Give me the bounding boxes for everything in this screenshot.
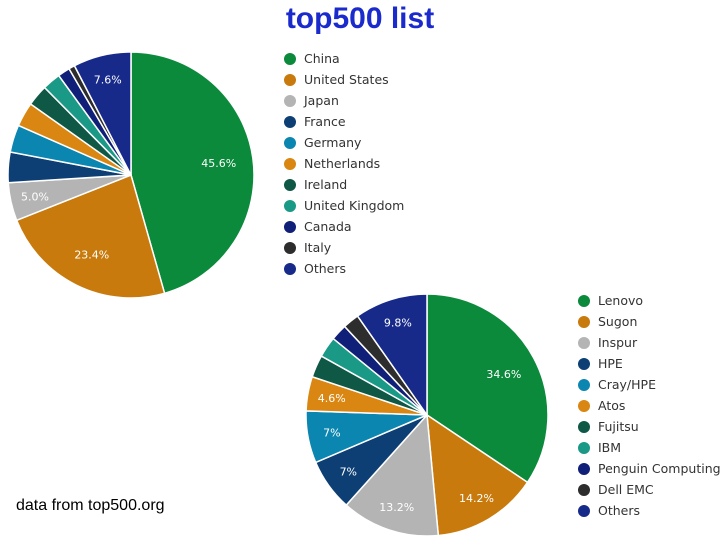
legend-label: United States <box>304 72 389 87</box>
legend-item-dell-emc: Dell EMC <box>578 479 720 500</box>
legend-label: Others <box>304 261 347 276</box>
legend-label: Netherlands <box>304 156 381 171</box>
legend-swatch <box>578 336 590 349</box>
legend-label: France <box>304 114 346 129</box>
legend-label: Penguin Computing <box>598 461 720 476</box>
legend-label: Sugon <box>598 314 638 329</box>
legend-item-china: China <box>284 48 404 69</box>
legend-label: Cray/HPE <box>598 377 656 392</box>
legend-swatch <box>284 262 296 275</box>
country-slice-china <box>130 51 255 295</box>
vendor-slice-inspur <box>345 413 440 537</box>
legend-swatch <box>284 73 296 86</box>
legend-label: Inspur <box>598 335 638 350</box>
legend-swatch <box>284 94 296 107</box>
legend-swatch <box>578 462 590 475</box>
page-title: top500 list <box>285 2 435 35</box>
legend-swatch <box>284 199 296 212</box>
vendor-legend: Lenovo Sugon Inspur HPE Cray/HPE Atos Fujitsu I… <box>578 290 720 521</box>
legend-label: United Kingdom <box>304 198 405 213</box>
legend-swatch <box>578 357 590 370</box>
legend-swatch <box>284 157 296 170</box>
vendor-slice-sugon <box>426 413 529 537</box>
legend-item-canada: Canada <box>284 216 404 237</box>
legend-swatch <box>578 504 590 517</box>
legend-swatch <box>578 441 590 454</box>
legend-label: Canada <box>304 219 352 234</box>
legend-label: Japan <box>304 93 339 108</box>
legend-item-united-states: United States <box>284 69 404 90</box>
legend-item-others: Others <box>578 500 720 521</box>
legend-label: Ireland <box>304 177 348 192</box>
vendor-slice-label-inspur: 13.2% <box>379 501 414 514</box>
legend-swatch <box>284 136 296 149</box>
legend-swatch <box>578 420 590 433</box>
vendor-slice-label-others: 9.8% <box>384 317 412 330</box>
legend-label: Others <box>598 503 641 518</box>
source-note: data from top500.org <box>16 497 165 514</box>
country-slice-label-china: 45.6% <box>201 157 236 170</box>
legend-item-lenovo: Lenovo <box>578 290 720 311</box>
legend-item-penguin-computing: Penguin Computing <box>578 458 720 479</box>
legend-label: Fujitsu <box>598 419 639 434</box>
legend-swatch <box>284 178 296 191</box>
legend-swatch <box>578 315 590 328</box>
legend-swatch <box>578 483 590 496</box>
country-slice-label-others: 7.6% <box>94 73 122 86</box>
legend-swatch <box>284 241 296 254</box>
legend-item-japan: Japan <box>284 90 404 111</box>
legend-item-france: France <box>284 111 404 132</box>
legend-item-others: Others <box>284 258 404 279</box>
vendor-slice-label-sugon: 14.2% <box>459 492 494 505</box>
legend-label: IBM <box>598 440 622 455</box>
legend-item-germany: Germany <box>284 132 404 153</box>
legend-swatch <box>578 294 590 307</box>
legend-item-ibm: IBM <box>578 437 720 458</box>
vendor-slice-others <box>356 293 428 418</box>
legend-item-netherlands: Netherlands <box>284 153 404 174</box>
legend-item-fujitsu: Fujitsu <box>578 416 720 437</box>
legend-label: Atos <box>598 398 626 413</box>
legend-label: HPE <box>598 356 623 371</box>
legend-item-inspur: Inspur <box>578 332 720 353</box>
legend-swatch <box>578 378 590 391</box>
vendor-slice-label-atos: 4.6% <box>318 392 346 405</box>
legend-item-ireland: Ireland <box>284 174 404 195</box>
legend-item-atos: Atos <box>578 395 720 416</box>
vendor-slice-label-hpe: 7% <box>340 465 357 478</box>
legend-item-united-kingdom: United Kingdom <box>284 195 404 216</box>
legend-swatch <box>578 399 590 412</box>
country-slice-label-japan: 5.0% <box>21 190 49 203</box>
vendor-slice-label-lenovo: 34.6% <box>486 368 521 381</box>
country-slice-others <box>73 51 132 176</box>
legend-item-sugon: Sugon <box>578 311 720 332</box>
legend-label: China <box>304 51 340 66</box>
legend-swatch <box>284 220 296 233</box>
legend-item-cray-hpe: Cray/HPE <box>578 374 720 395</box>
legend-swatch <box>284 52 296 65</box>
legend-label: Germany <box>304 135 362 150</box>
legend-label: Lenovo <box>598 293 644 308</box>
legend-label: Italy <box>304 240 332 255</box>
vendor-slice-label-cray-hpe: 7% <box>323 427 340 440</box>
legend-swatch <box>284 115 296 128</box>
country-slice-label-united-states: 23.4% <box>74 248 109 261</box>
legend-item-hpe: HPE <box>578 353 720 374</box>
legend-item-italy: Italy <box>284 237 404 258</box>
country-legend: China United States Japan France Germany Neth… <box>284 48 404 279</box>
legend-label: Dell EMC <box>598 482 654 497</box>
